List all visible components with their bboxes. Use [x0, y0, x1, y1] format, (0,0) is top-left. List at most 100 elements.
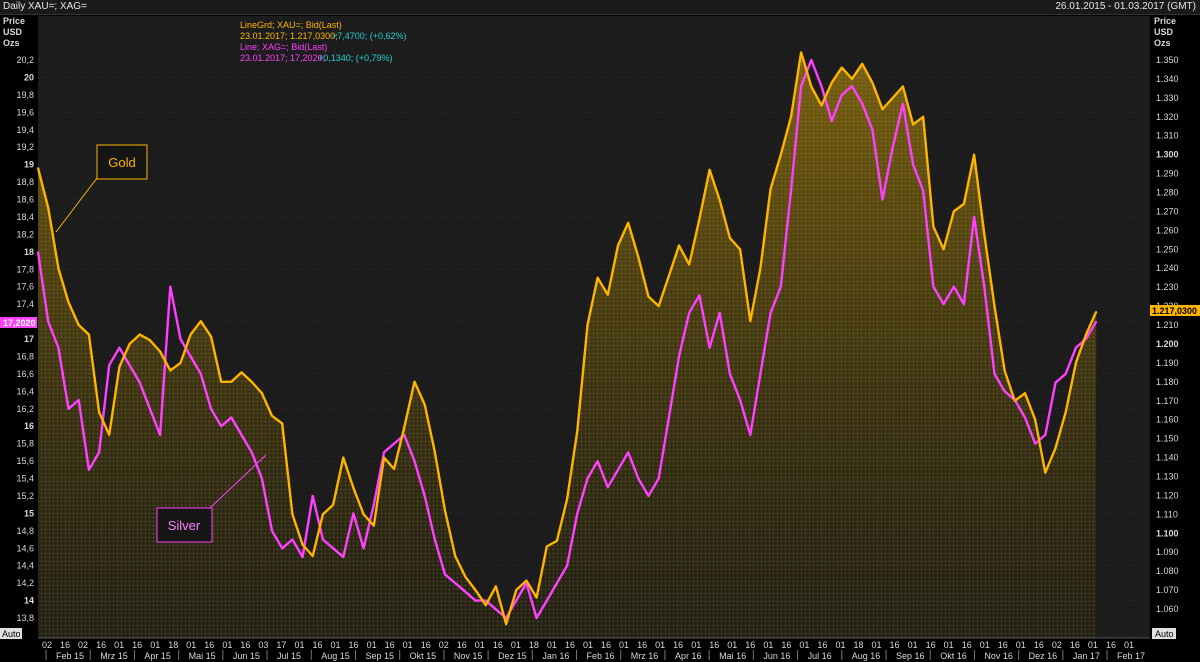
- left-tick-label: 16: [24, 421, 34, 431]
- silver-point: [495, 608, 497, 611]
- silver-point: [698, 294, 701, 297]
- gold-point: [973, 153, 975, 156]
- silver-point: [362, 547, 365, 550]
- right-tick-label: 1.120: [1156, 490, 1179, 500]
- gold-point: [545, 545, 548, 548]
- gold-point: [403, 426, 406, 429]
- x-tick-month: Jun 15: [233, 651, 260, 661]
- silver-point: [779, 285, 782, 288]
- silver-point: [973, 216, 975, 218]
- right-tick-label: 1.150: [1156, 434, 1179, 444]
- right-tick-label: 1.260: [1156, 225, 1179, 235]
- x-tick-day: 01: [331, 640, 341, 650]
- left-tick-label: 14,6: [16, 543, 34, 553]
- x-tick-day: 01: [114, 640, 124, 650]
- silver-point: [668, 416, 670, 419]
- left-auto-button[interactable]: [0, 628, 22, 639]
- silver-point: [1095, 320, 1098, 323]
- x-tick-day: 01: [511, 640, 521, 650]
- right-tick-label: 1.130: [1156, 471, 1179, 481]
- gold-point: [484, 604, 487, 607]
- x-tick-day: 16: [673, 640, 683, 650]
- right-tick-label: 1.240: [1156, 263, 1179, 273]
- x-tick-day: 16: [962, 640, 972, 650]
- left-tick-label: 19,4: [16, 125, 34, 135]
- silver-point: [230, 416, 233, 419]
- silver-point: [576, 512, 579, 515]
- x-tick-day: 01: [1088, 640, 1098, 650]
- right-tick-label: 1.280: [1156, 188, 1179, 198]
- x-tick-day: 01: [367, 640, 377, 650]
- gold-point: [332, 504, 334, 506]
- x-tick-day: 01: [403, 640, 413, 650]
- right-tick-label: 1.210: [1156, 320, 1179, 330]
- x-tick-day: 01: [1124, 640, 1134, 650]
- gold-point: [250, 381, 253, 383]
- silver-point: [902, 102, 904, 105]
- gold-point: [240, 371, 243, 374]
- x-tick-day: 01: [799, 640, 809, 650]
- left-tick-label: 19,8: [16, 90, 34, 100]
- silver-point: [525, 582, 528, 584]
- silver-point: [454, 582, 456, 584]
- silver-point: [1044, 434, 1047, 436]
- gold-point: [444, 509, 446, 512]
- right-tick-label: 1.080: [1156, 566, 1179, 576]
- legend-silver-change: +0,1340; (+0,79%): [318, 53, 393, 63]
- x-tick-day: 16: [637, 640, 647, 650]
- silver-point: [250, 451, 253, 454]
- right-axis-header-3: Ozs: [1154, 38, 1171, 48]
- gold-point: [708, 169, 711, 171]
- gold-point: [1034, 418, 1036, 421]
- left-auto-label[interactable]: Auto: [2, 629, 21, 639]
- gold-point: [983, 233, 986, 235]
- gold-point: [932, 225, 935, 228]
- x-tick-day: 16: [890, 640, 900, 650]
- gold-point: [607, 293, 609, 296]
- silver-point: [566, 564, 568, 567]
- x-tick-day: 02: [439, 640, 449, 650]
- left-tick-label: 19,2: [16, 142, 34, 152]
- gold-point: [474, 589, 477, 591]
- gold-point: [820, 104, 823, 107]
- gold-point: [963, 203, 965, 205]
- gold-point: [891, 97, 894, 99]
- right-tick-label: 1.200: [1156, 339, 1179, 349]
- left-tick-label: 17,6: [16, 282, 34, 292]
- silver-point: [688, 312, 691, 314]
- silver-point: [647, 495, 650, 497]
- right-auto-button[interactable]: [1152, 628, 1176, 639]
- silver-point: [993, 373, 996, 375]
- gold-point: [1044, 471, 1047, 474]
- gold-point: [841, 66, 843, 69]
- left-tick-label: 13,8: [16, 613, 34, 623]
- left-axis-ticks: 13,8 14 14,2 14,4 14,6 14,8 15 15,2 15,4 15,6 15,8…: [16, 55, 34, 623]
- x-tick-month: Aug 15: [321, 651, 350, 661]
- x-tick-month: Feb 16: [587, 651, 615, 661]
- gold-point: [220, 381, 222, 383]
- silver-point: [1003, 390, 1006, 393]
- silver-point: [271, 530, 273, 532]
- x-tick-day: 01: [1016, 640, 1026, 650]
- right-tick-label: 1.230: [1156, 282, 1179, 292]
- x-tick-day: 01: [835, 640, 845, 650]
- gold-point: [372, 524, 375, 527]
- right-tick-label: 1.160: [1156, 415, 1179, 425]
- gold-point: [169, 369, 172, 372]
- x-tick-day: 16: [998, 640, 1008, 650]
- window-title: Daily XAU=; XAG=: [3, 1, 87, 12]
- right-auto-label[interactable]: Auto: [1155, 629, 1174, 639]
- gold-point: [291, 513, 294, 516]
- gold-point: [627, 222, 629, 224]
- right-tick-label: 1.340: [1156, 74, 1179, 84]
- x-tick-day: 01: [222, 640, 232, 650]
- silver-point: [352, 512, 355, 515]
- silver-point: [637, 477, 640, 480]
- silver-point: [474, 599, 477, 602]
- left-tick-label: 16,8: [16, 351, 34, 361]
- gold-point: [423, 403, 426, 406]
- gold-point: [1054, 447, 1057, 449]
- silver-point: [128, 364, 131, 366]
- x-tick-day: 01: [980, 640, 990, 650]
